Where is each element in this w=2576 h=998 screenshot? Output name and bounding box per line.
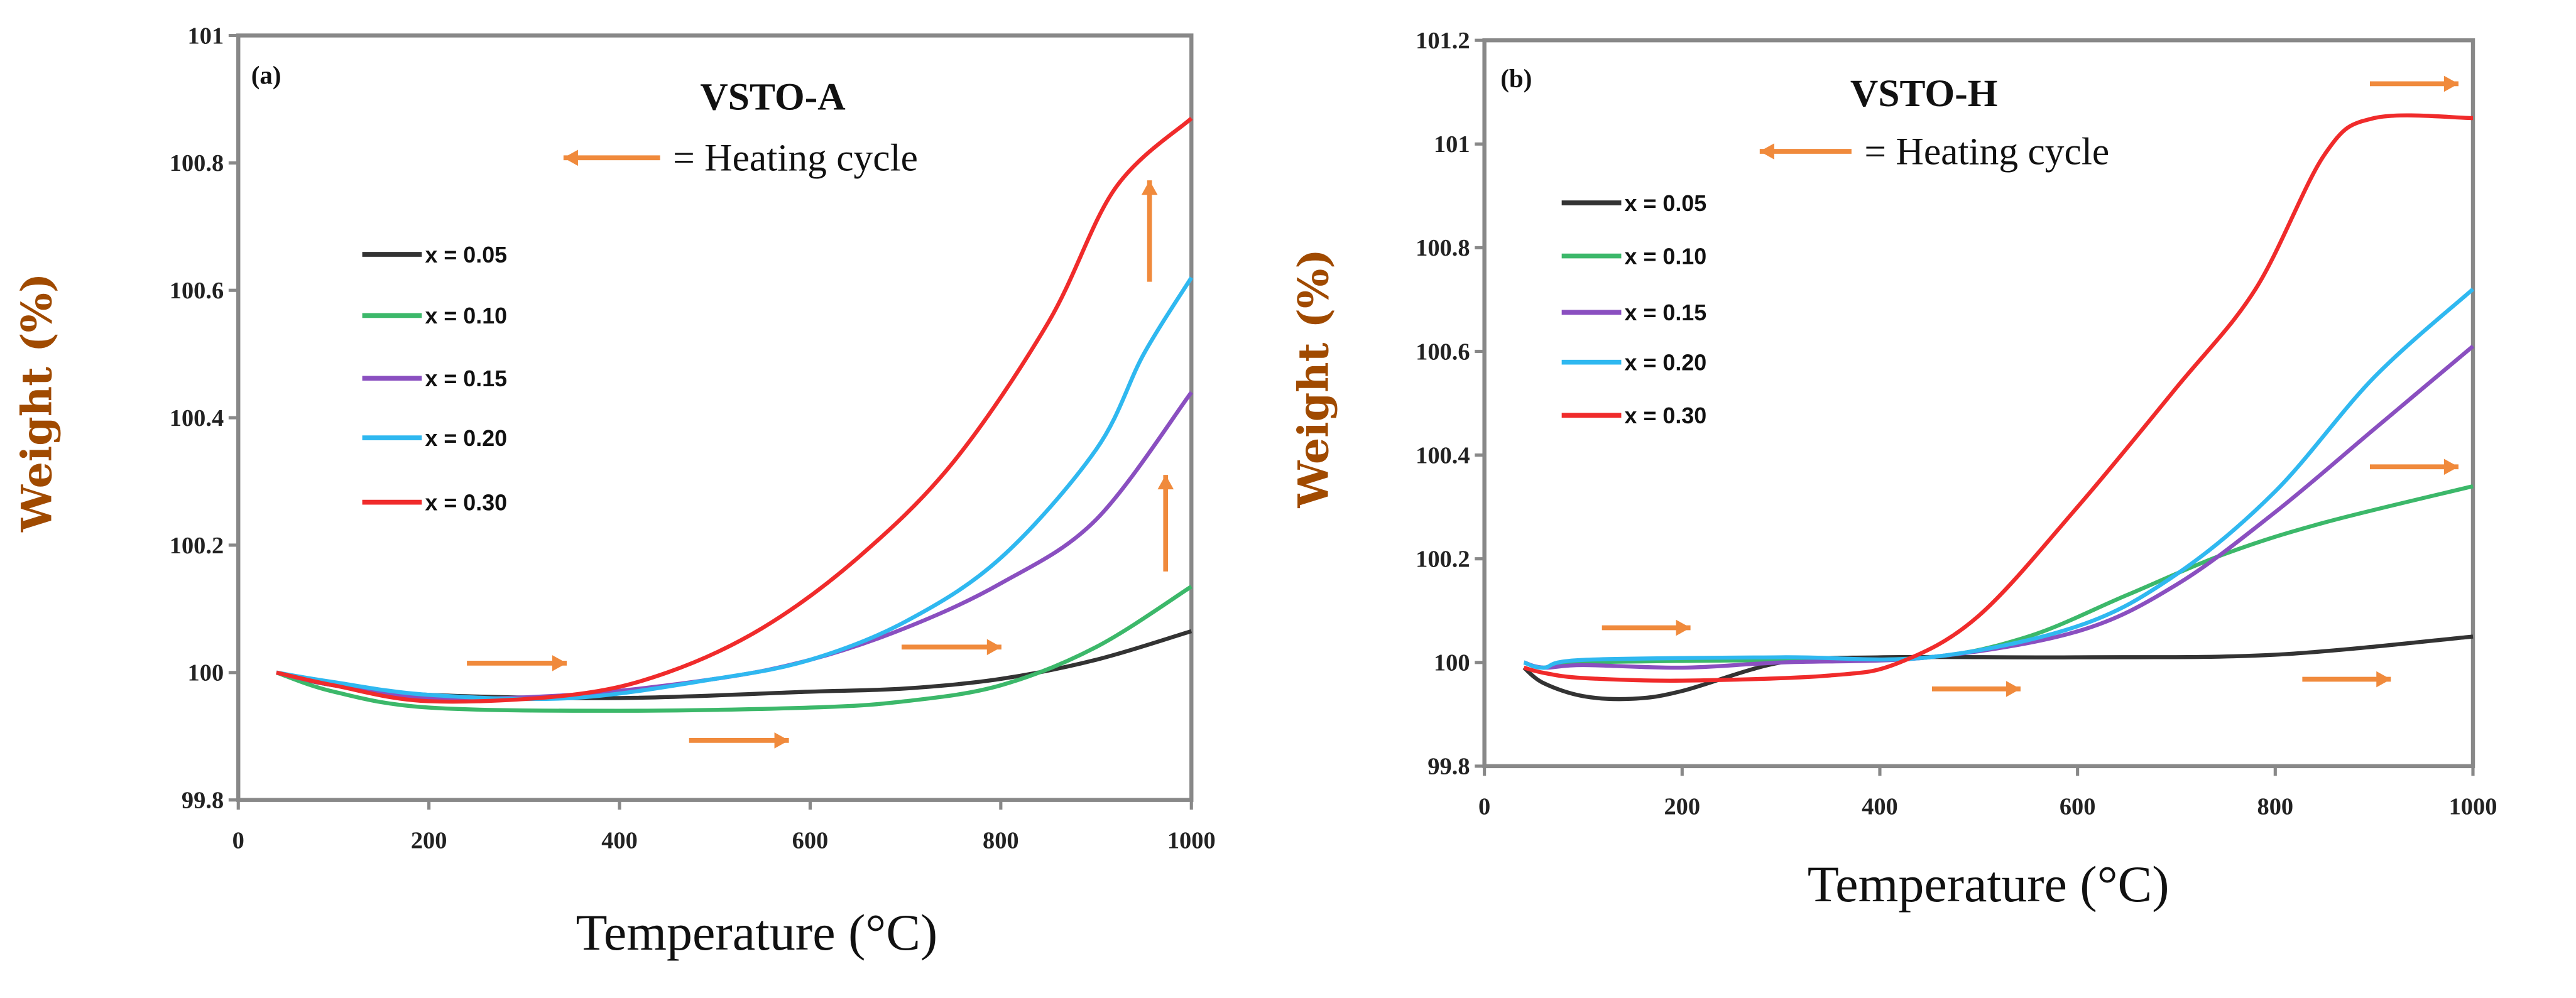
legend-label: x = 0.30 — [1625, 403, 1707, 428]
panel-b: 0 200 400 600 800 1000 99.8 100 100.2 100.4 100.6 1… — [1289, 28, 2497, 913]
arrow-legend-head — [563, 149, 578, 166]
legend-label: x = 0.20 — [425, 426, 508, 451]
series-line-x010 — [275, 585, 1192, 713]
x-axis-label: Temperature (°C) — [576, 904, 938, 961]
series-line-x015 — [1523, 344, 2475, 670]
y-axis-label: Weight (%) — [1289, 249, 1338, 508]
y-tick-label: 100.4 — [170, 405, 224, 431]
x-tick-label: 400 — [1862, 794, 1898, 820]
x-axis-label: Temperature (°C) — [1808, 855, 2169, 913]
arrow-1-head — [1676, 619, 1691, 636]
x-tick-label: 600 — [2060, 794, 2096, 820]
arrow-4-head — [1157, 475, 1174, 490]
x-tick-label: 0 — [1478, 794, 1490, 820]
y-axis-label: Weight (%) — [12, 273, 62, 533]
arrow-3-head — [2376, 671, 2391, 688]
y-tick-label: 100.2 — [170, 533, 224, 559]
legend-label: x = 0.10 — [1625, 244, 1707, 269]
y-tick-label: 101 — [188, 23, 224, 49]
y-tick-label: 100 — [188, 660, 224, 686]
arrow-3-head — [1141, 180, 1158, 195]
series-line-x010 — [1523, 484, 2474, 670]
x-tick-label: 200 — [1664, 794, 1700, 820]
panel-a: 0 200 400 600 800 1000 99.8 100 100.2 100.4 100.6 1… — [12, 23, 1216, 961]
arrow-0-head — [552, 655, 567, 671]
arrow-0-head — [2443, 75, 2459, 92]
y-tick-label: 100.8 — [170, 150, 224, 176]
legend-label: x = 0.30 — [425, 490, 508, 515]
x-tick-label: 800 — [2257, 794, 2294, 820]
y-tick-label: 99.8 — [1427, 754, 1470, 780]
panel-label: (b) — [1500, 64, 1532, 93]
series-line-x030 — [1523, 113, 2474, 683]
y-tick-label: 100.8 — [1416, 235, 1470, 261]
arrow-1-head — [774, 732, 789, 749]
arrow-2-head — [986, 639, 1001, 656]
x-tick-label: 1000 — [2449, 794, 2497, 820]
y-tick-label: 100.4 — [1416, 442, 1470, 469]
legend-label: x = 0.05 — [425, 242, 508, 268]
x-tick-label: 200 — [411, 828, 447, 854]
panel-label: (a) — [251, 60, 281, 89]
legend-label: x = 0.15 — [425, 366, 508, 391]
annotation-heating-cycle: = Heating cycle — [673, 137, 918, 180]
x-tick-label: 600 — [792, 828, 829, 854]
y-tick-label: 100.6 — [170, 278, 224, 304]
chart-title: VSTO-H — [1850, 72, 1998, 115]
series-line-x020 — [1523, 288, 2475, 670]
y-tick-label: 100.6 — [1416, 339, 1470, 365]
x-tick-label: 1000 — [1167, 828, 1216, 854]
y-tick-label: 100 — [1434, 650, 1470, 676]
x-tick-label: 400 — [601, 828, 638, 854]
legend-label: x = 0.05 — [1625, 191, 1707, 216]
legend-label: x = 0.20 — [1625, 350, 1707, 376]
series-line-x030 — [276, 116, 1193, 704]
plot-frame — [1482, 38, 2475, 769]
legend-label: x = 0.10 — [425, 303, 508, 328]
legend-label: x = 0.15 — [1625, 300, 1707, 325]
arrow-4-head — [2443, 458, 2459, 475]
annotation-heating-cycle: = Heating cycle — [1864, 131, 2109, 173]
arrow-2-head — [2006, 681, 2021, 697]
x-tick-label: 800 — [983, 828, 1019, 854]
y-tick-label: 100.2 — [1416, 546, 1470, 572]
series-line-x020 — [276, 276, 1193, 702]
x-tick-label: 0 — [232, 828, 244, 854]
arrow-legend-head — [1759, 143, 1774, 160]
y-tick-label: 101 — [1434, 131, 1470, 158]
y-tick-label: 101.2 — [1416, 28, 1470, 54]
y-tick-label: 99.8 — [182, 788, 224, 814]
chart-title: VSTO-A — [700, 75, 845, 118]
